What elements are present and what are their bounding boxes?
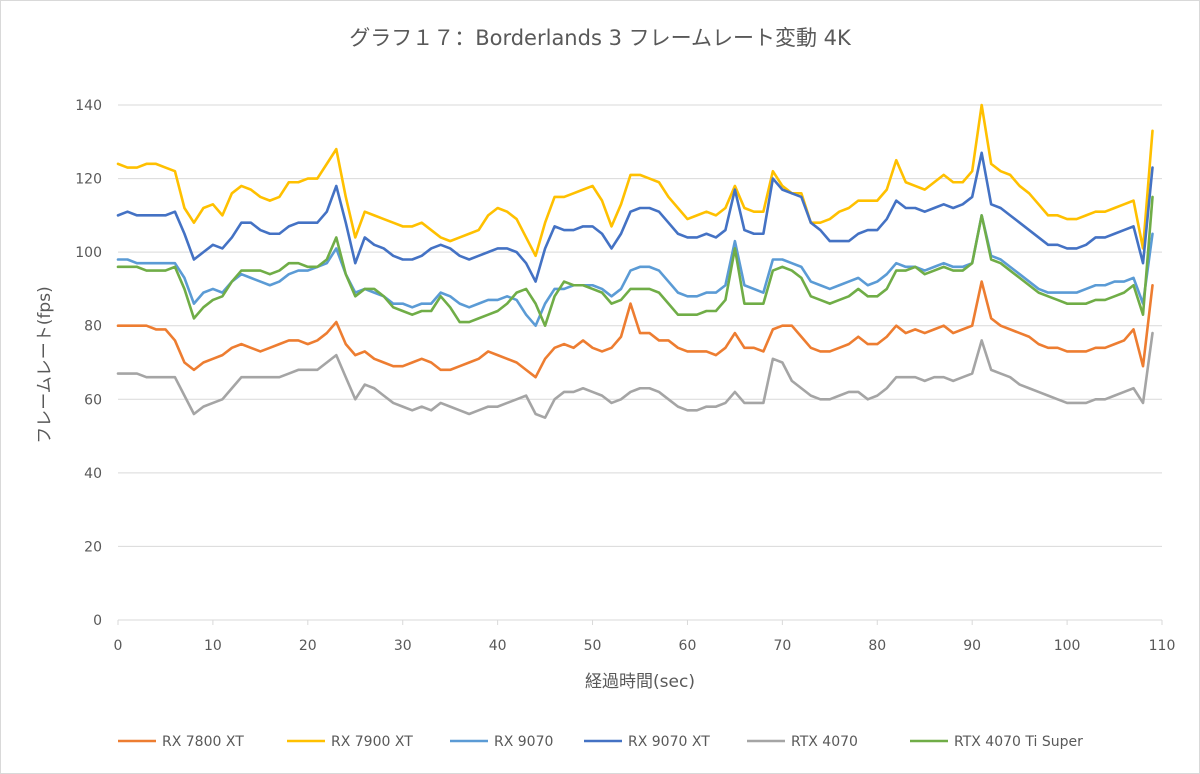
y-tick-label: 20 [84,539,102,555]
gridlines [118,104,1162,621]
x-tick-label: 30 [394,638,412,654]
x-tick-label: 0 [114,638,123,654]
legend: RX 7800 XT RX 7900 XT RX 9070 RX 9070 XT RTX… [118,734,1083,750]
legend-label: RTX 4070 Ti Super [954,734,1083,750]
y-tick-label: 60 [84,392,102,408]
legend-item-rx-9070: RX 9070 [450,734,553,750]
x-tick-label: 20 [299,638,317,654]
legend-label: RX 7900 XT [331,734,413,750]
legend-label: RTX 4070 [791,734,858,750]
series-line-rtx-4070 [116,331,1154,419]
legend-item-rtx-4070-ti-super: RTX 4070 Ti Super [910,734,1083,750]
y-tick-label: 40 [84,466,102,482]
x-axis-title: 経過時間(sec) [585,672,695,692]
series-line-rx-9070-xt [116,151,1154,283]
x-tick-label: 110 [1149,638,1176,654]
y-tick-label: 140 [75,98,102,114]
x-tick-label: 80 [868,638,886,654]
series-line-rx-9070 [116,214,1154,328]
legend-label: RX 7800 XT [162,734,244,750]
legend-label: RX 9070 [494,734,553,750]
x-tick-label: 10 [204,638,222,654]
y-axis-title: フレームレート(fps) [35,286,55,443]
x-axis-ticks: 0 10 20 30 40 50 60 70 80 90 100 110 [114,620,1176,654]
series-lines [116,103,1154,419]
legend-label: RX 9070 XT [628,734,710,750]
series-line-rx-7800-xt [116,280,1154,379]
x-tick-label: 70 [773,638,791,654]
x-tick-label: 100 [1054,638,1081,654]
x-tick-label: 40 [489,638,507,654]
series-line-rx-7900-xt [116,103,1154,258]
x-tick-label: 60 [679,638,697,654]
y-tick-label: 120 [75,172,102,188]
x-tick-label: 50 [584,638,602,654]
y-tick-label: 80 [84,319,102,335]
legend-item-rtx-4070: RTX 4070 [747,734,858,750]
legend-item-rx-7800-xt: RX 7800 XT [118,734,244,750]
series-line-rtx-4070-ti-super [116,195,1154,328]
x-tick-label: 90 [963,638,981,654]
legend-item-rx-7900-xt: RX 7900 XT [287,734,413,750]
y-tick-label: 100 [75,245,102,261]
y-axis-ticks: 0 20 40 60 80 100 120 140 [75,98,102,629]
chart-title: グラフ１７：Borderlands 3 フレームレート変動 4K [349,26,852,50]
legend-item-rx-9070-xt: RX 9070 XT [584,734,710,750]
y-tick-label: 0 [93,613,102,629]
